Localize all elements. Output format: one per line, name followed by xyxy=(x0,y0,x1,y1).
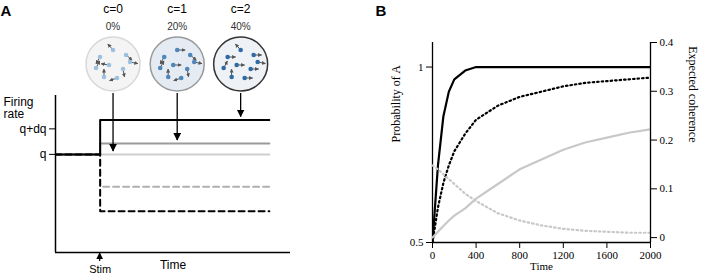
svg-text:B: B xyxy=(376,2,387,19)
svg-text:0.3: 0.3 xyxy=(660,85,674,97)
svg-text:Stim: Stim xyxy=(89,263,111,275)
svg-text:1: 1 xyxy=(418,61,424,73)
svg-text:0%: 0% xyxy=(106,21,121,32)
svg-text:40%: 40% xyxy=(231,21,251,32)
svg-text:400: 400 xyxy=(468,249,485,261)
svg-text:1200: 1200 xyxy=(552,249,575,261)
svg-text:c=1: c=1 xyxy=(167,2,187,16)
svg-text:0.4: 0.4 xyxy=(660,36,674,48)
svg-text:Time: Time xyxy=(530,260,553,272)
svg-text:20%: 20% xyxy=(167,21,187,32)
svg-text:2000: 2000 xyxy=(640,249,663,261)
svg-text:Probability of A: Probability of A xyxy=(389,65,403,143)
svg-text:800: 800 xyxy=(511,249,528,261)
svg-text:0: 0 xyxy=(660,231,666,243)
svg-text:Expected coherence: Expected coherence xyxy=(686,46,700,142)
svg-text:c=0: c=0 xyxy=(103,2,123,16)
svg-text:0.5: 0.5 xyxy=(410,236,424,248)
svg-text:0: 0 xyxy=(430,249,436,261)
svg-text:c=2: c=2 xyxy=(231,2,251,16)
svg-text:Firingrate: Firingrate xyxy=(4,95,34,121)
svg-text:1600: 1600 xyxy=(596,249,619,261)
svg-text:0.2: 0.2 xyxy=(660,134,674,146)
svg-text:0.1: 0.1 xyxy=(660,182,674,194)
svg-text:A: A xyxy=(1,2,12,19)
svg-text:q+dq: q+dq xyxy=(19,122,46,136)
svg-text:q: q xyxy=(40,147,47,161)
svg-text:Time: Time xyxy=(160,258,187,272)
